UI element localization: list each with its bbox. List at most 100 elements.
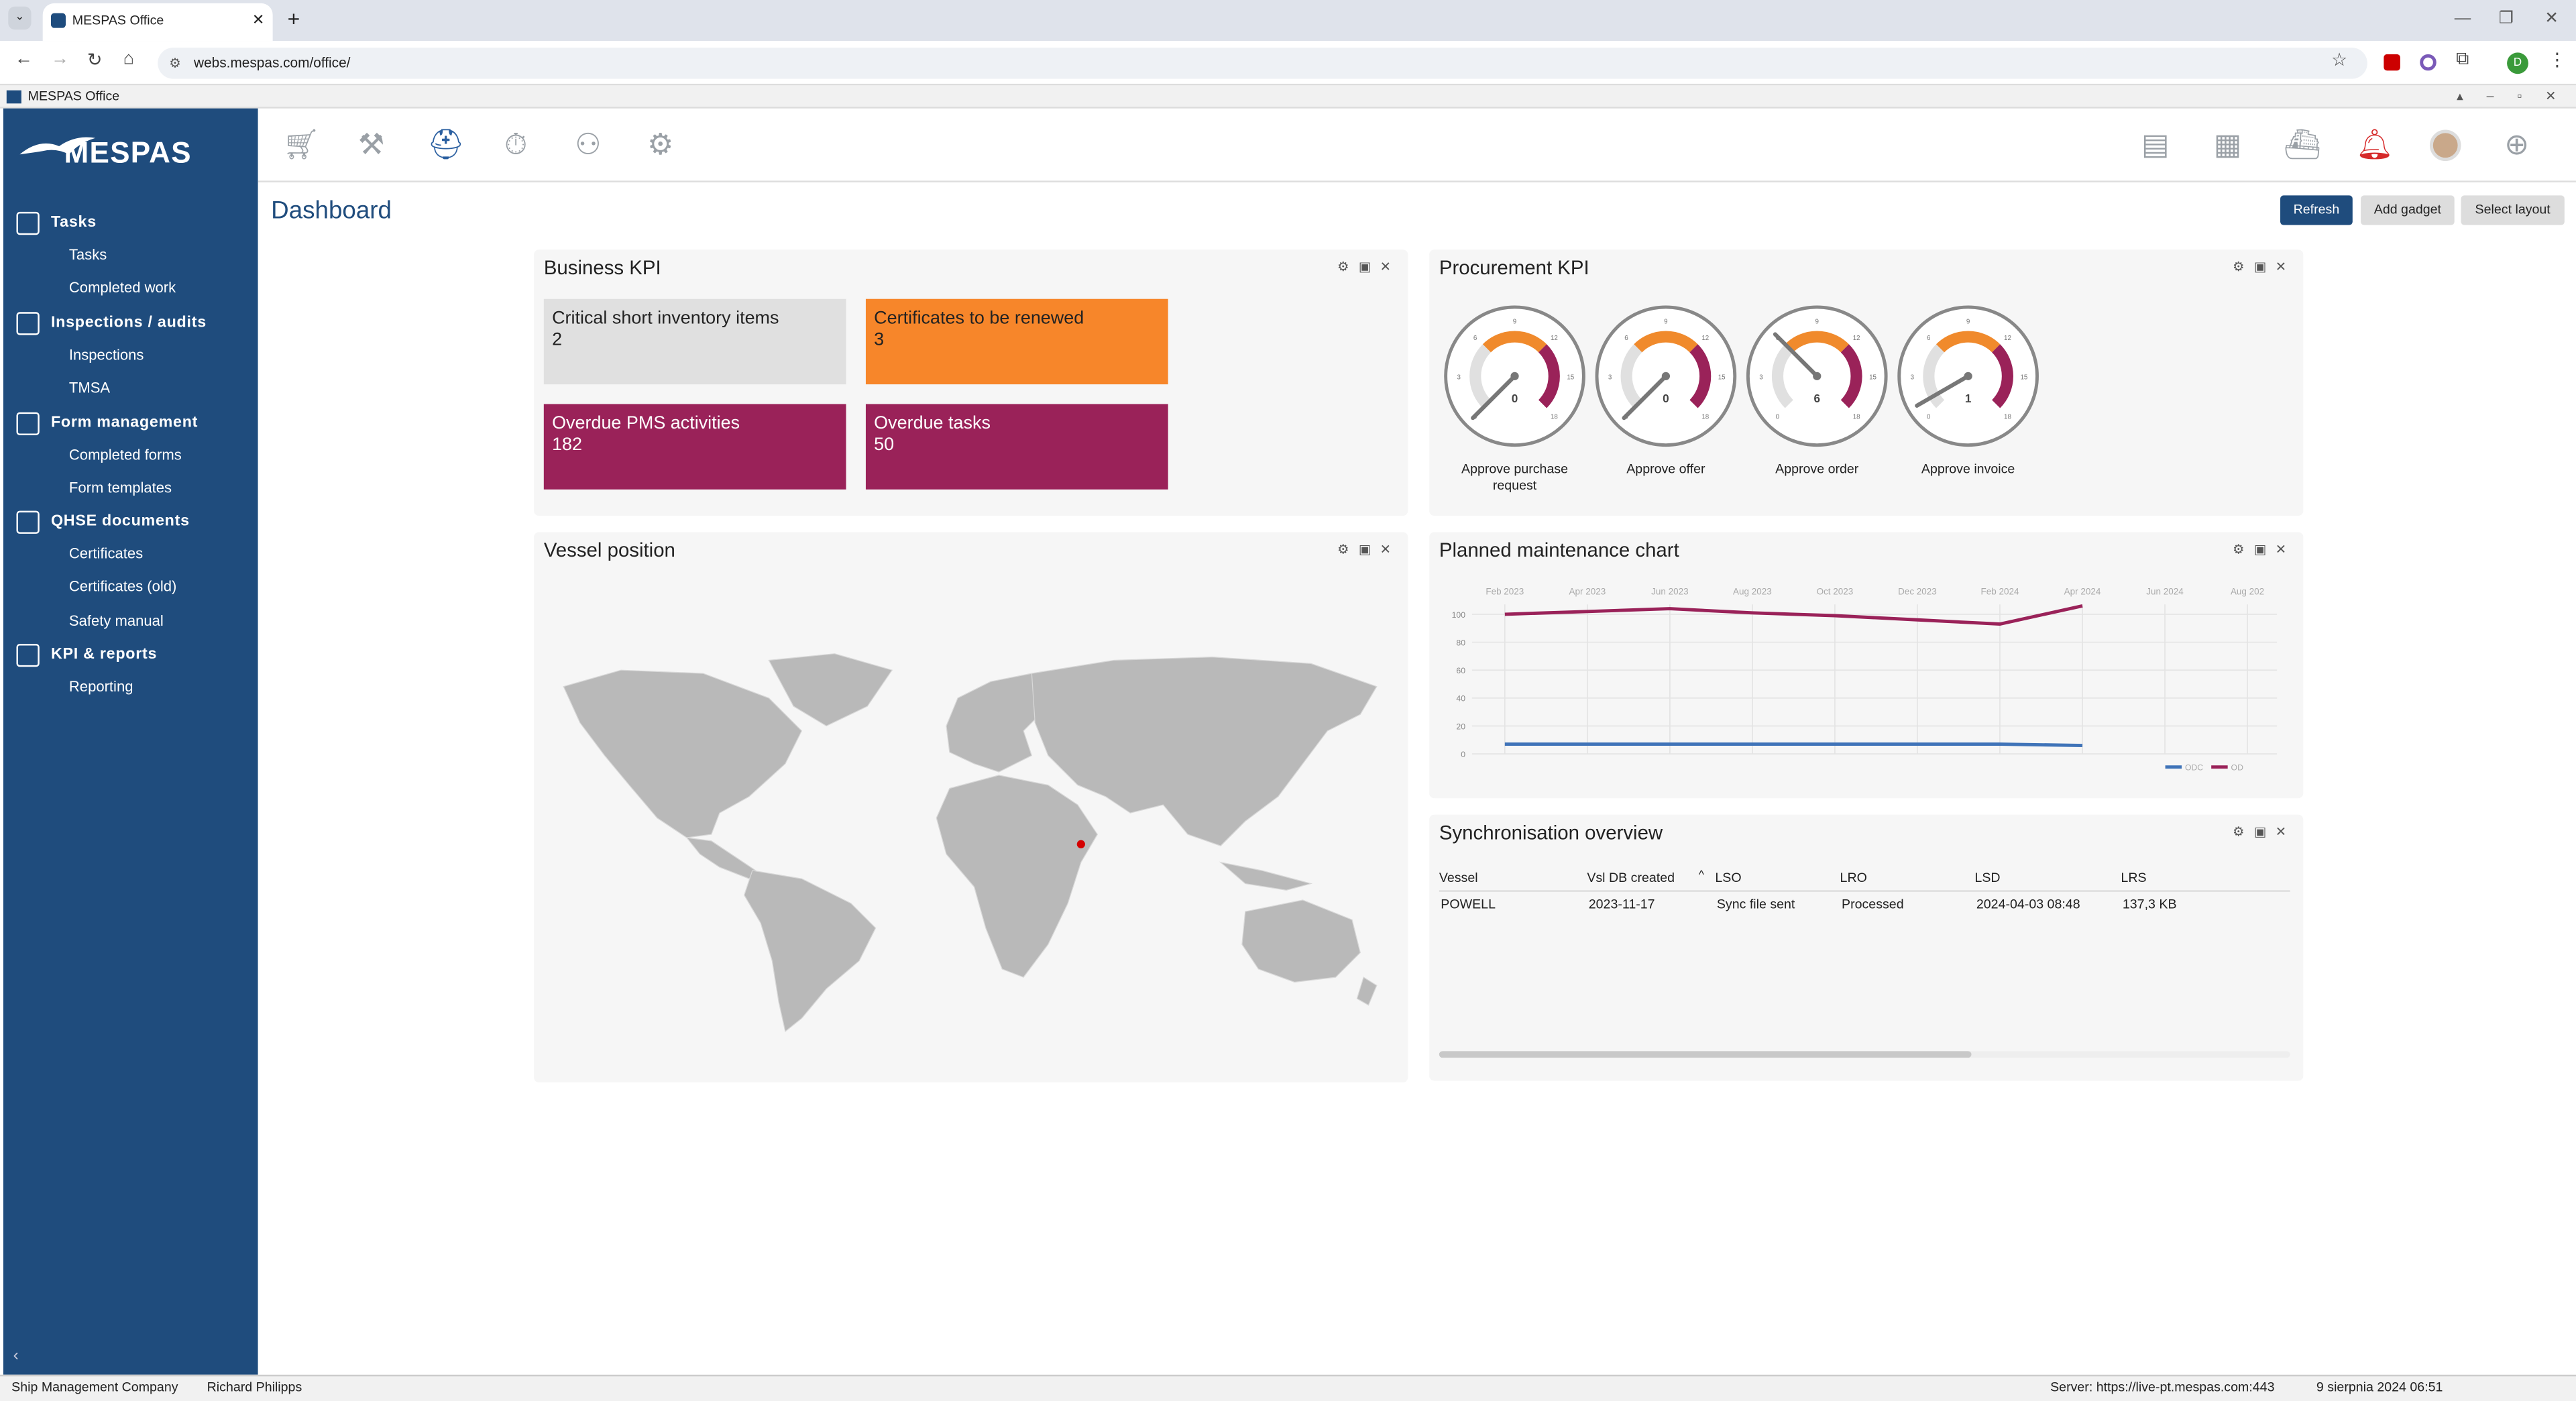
column-header[interactable]: LSO [1715,870,1742,886]
sidebar-item[interactable]: Tasks [68,246,107,263]
sidebar-item[interactable]: TMSA [68,380,111,396]
column-header[interactable]: Vessel [1439,870,1478,886]
scrollbar-thumb[interactable] [1439,1051,1972,1058]
kpi-gauge[interactable]: 03691215180 [1593,304,1738,449]
sidebar-item[interactable]: Inspections [68,346,144,363]
report-icon [16,644,40,667]
hardhat-icon[interactable]: ⛑ [427,128,465,162]
maximize-icon[interactable]: ▣ [2253,542,2267,557]
world-map[interactable] [555,640,1386,1043]
app-window-controls[interactable]: ▴ – ▫ ✕ [2456,89,2567,104]
new-tab-button[interactable]: + [287,6,300,32]
sidebar-item[interactable]: Safety manual [68,612,164,628]
maximize-icon[interactable]: ▣ [2253,824,2267,840]
svg-text:15: 15 [1718,374,1726,382]
sidebar-item[interactable]: Certificates [68,545,144,562]
sidebar-item[interactable]: Reporting [68,678,133,695]
select-layout-button[interactable]: Select layout [2461,195,2565,225]
people-icon[interactable]: ⚇ [575,128,602,162]
tab-search-button[interactable]: ⌄ [8,6,32,30]
sidebar-item[interactable]: Completed work [68,280,176,296]
close-icon[interactable]: ✕ [2275,824,2287,840]
back-icon[interactable]: ← [15,49,33,69]
close-window-button[interactable]: ✕ [2544,9,2559,28]
settings-icon[interactable]: ⚙ [1337,542,1349,557]
extension-icon[interactable] [2420,54,2437,71]
profile-avatar[interactable]: D [2507,52,2528,74]
forward-icon[interactable]: → [50,49,69,69]
id-card-icon[interactable]: ▤ [2141,128,2170,162]
sidebar-section-1[interactable]: Inspections / audits [50,313,207,332]
add-gadget-button[interactable]: Add gadget [2361,195,2455,225]
kpi-tile[interactable]: Certificates to be renewed 3 [865,298,1168,385]
collapse-sidebar-icon[interactable]: ‹ [13,1347,19,1365]
mespas-logo: MESPAS [19,131,217,171]
maximize-icon[interactable]: ▣ [1358,259,1371,274]
cart-icon[interactable]: 🛒︎ [282,128,321,162]
svg-text:0: 0 [1776,414,1780,421]
sidebar-item[interactable]: Certificates (old) [68,578,177,596]
kpi-tile[interactable]: Overdue PMS activities 182 [543,404,846,490]
kpi-gauge[interactable]: 03691215180 [1443,304,1587,449]
horizontal-scrollbar[interactable] [1439,1051,2290,1058]
kpi-gauge[interactable]: 03691215186 [1744,304,1889,449]
settings-icon[interactable]: ⚙ [2233,259,2245,274]
kpi-gauge[interactable]: 0 3 6 9 12 15 18 1 [1896,304,2041,449]
sidebar-section-3[interactable]: QHSE documents [50,512,190,531]
panel-title: Procurement KPI [1439,256,1589,280]
column-header[interactable]: LRO [1840,870,1867,886]
close-icon[interactable]: ✕ [2275,542,2287,557]
gear-icon[interactable]: ⚙ [647,128,674,162]
settings-icon[interactable]: ⚙ [1337,259,1349,274]
sort-ascending-icon[interactable]: ^ [1698,870,1704,883]
svg-text:3: 3 [1911,374,1915,382]
pdf-extension-icon[interactable] [2384,54,2400,71]
close-icon[interactable]: ✕ [2275,259,2287,274]
settings-icon[interactable]: ⚙ [2233,542,2245,557]
svg-text:6: 6 [1624,335,1628,342]
x-tick-label: Apr 2024 [2064,587,2101,597]
kpi-tile[interactable]: Critical short inventory items 2 [543,298,846,385]
close-icon[interactable]: ✕ [1380,542,1392,557]
asia-shape [1031,656,1378,846]
user-name: Richard Philipps [207,1380,302,1395]
ship-icon[interactable]: ⛴ [2283,128,2321,162]
restore-window-button[interactable]: ❐ [2498,9,2514,28]
site-info-icon[interactable]: ⚙ [169,56,181,71]
x-tick-label: Feb 2023 [1486,587,1524,597]
sidebar-item[interactable]: Form templates [68,480,172,497]
grid-icon[interactable]: ▦ [2213,128,2242,162]
browser-menu-icon[interactable]: ⋮ [2548,50,2567,71]
alarm-icon[interactable]: 🔔︎ [2355,128,2394,162]
minimize-window-button[interactable]: — [2454,9,2471,28]
kpi-tile-value: 2 [552,330,563,350]
svg-text:12: 12 [1853,335,1860,342]
reload-icon[interactable]: ↻ [87,50,103,71]
close-icon[interactable]: ✕ [1380,259,1392,274]
panel-title: Synchronisation overview [1439,821,1663,844]
avatar[interactable] [2429,129,2461,162]
stopwatch-icon[interactable]: ⏱ [504,128,528,162]
column-header[interactable]: LSD [1974,870,2001,886]
home-icon[interactable]: ⌂ [123,49,135,69]
svg-text:6: 6 [1927,335,1931,342]
maximize-icon[interactable]: ▣ [2253,259,2267,274]
bookmark-star-icon[interactable]: ☆ [2331,50,2348,71]
column-header[interactable]: Vsl DB created [1587,870,1675,886]
close-tab-icon[interactable]: ✕ [251,11,265,28]
refresh-button[interactable]: Refresh [2280,195,2353,225]
sidebar-section-4[interactable]: KPI & reports [50,645,158,664]
kpi-tile[interactable]: Overdue tasks 50 [865,404,1168,490]
svg-text:18: 18 [1551,414,1558,421]
extensions-puzzle-icon[interactable]: ⧉ [2456,49,2469,69]
sidebar-section-0[interactable]: Tasks [50,213,97,232]
tools-icon[interactable]: ⚒ [357,128,385,162]
sidebar-section-2[interactable]: Form management [50,414,199,433]
sidebar-item[interactable]: Completed forms [68,447,182,463]
browser-tab[interactable]: MESPAS Office ✕ [42,3,273,42]
plus-circle-icon[interactable]: ⊕ [2504,128,2530,162]
maximize-icon[interactable]: ▣ [1358,542,1371,557]
column-header[interactable]: LRS [2121,870,2147,886]
address-bar[interactable]: ⚙ webs.mespas.com/office/ [158,48,2367,79]
settings-icon[interactable]: ⚙ [2233,824,2245,840]
